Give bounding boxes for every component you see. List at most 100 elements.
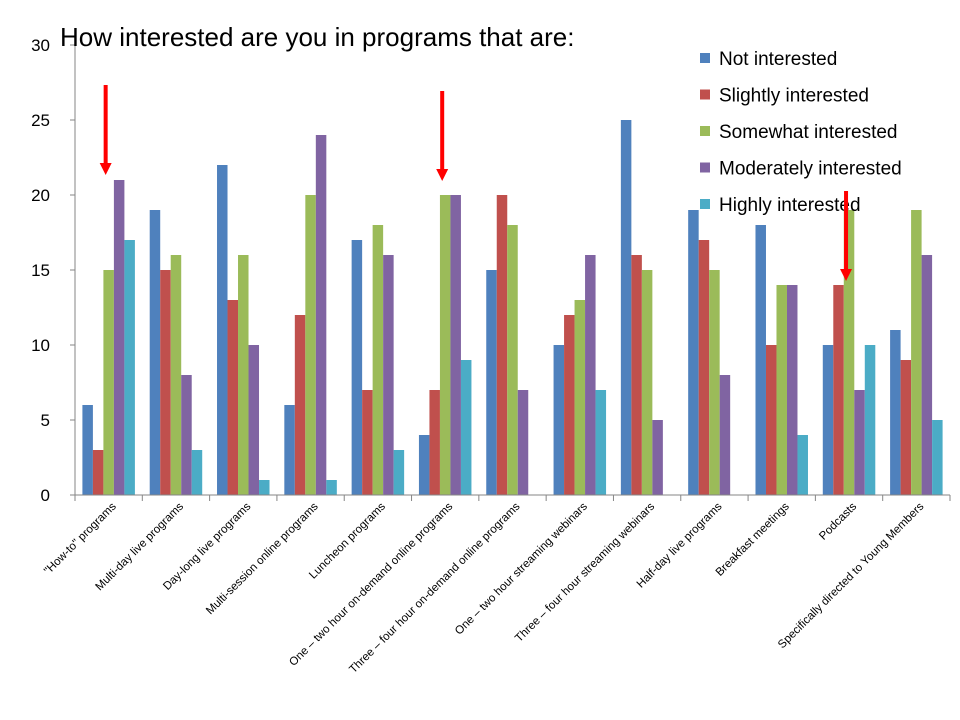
bar [383, 255, 394, 495]
bar [698, 240, 710, 495]
legend-swatch [700, 162, 710, 173]
bar [238, 255, 249, 495]
red-arrow [99, 85, 112, 175]
annotation-arrows [99, 85, 853, 281]
bar [439, 195, 451, 495]
y-tick-label: 0 [41, 486, 50, 505]
arrow-head [99, 163, 112, 175]
legend-label: Moderately interested [719, 159, 902, 180]
y-tick-labels: 0 5 10 15 20 25 30 [31, 36, 50, 505]
bar [351, 240, 363, 495]
x-category-label: Three – four hour streaming webinars [513, 500, 657, 644]
bar [149, 210, 161, 495]
bar [786, 285, 798, 495]
bar [553, 345, 565, 495]
bar [362, 390, 373, 495]
x-category-label: Breakfast meetings [714, 500, 792, 578]
y-tick-label: 30 [31, 36, 50, 55]
y-tick-label: 5 [41, 411, 50, 430]
bar [507, 225, 518, 495]
x-category-label: "How-to" programs [42, 500, 119, 577]
bar [103, 270, 114, 495]
y-tick-label: 10 [31, 336, 50, 355]
legend-swatch [700, 89, 710, 100]
legend-swatch [700, 53, 710, 63]
bar [797, 435, 808, 495]
bar [82, 405, 93, 495]
bar [517, 390, 529, 495]
bar [822, 345, 834, 495]
bar [460, 360, 472, 495]
bar [755, 225, 766, 495]
bar [315, 135, 327, 495]
bar [595, 390, 607, 495]
bar [911, 210, 922, 495]
bar [496, 195, 508, 495]
bar [92, 450, 104, 495]
y-tick-label: 15 [31, 261, 50, 280]
legend-label: Highly interested [719, 195, 861, 216]
bar [890, 330, 901, 495]
bar [450, 195, 461, 495]
bar [372, 225, 384, 495]
bar [620, 120, 632, 495]
bar [326, 480, 337, 495]
bar [652, 420, 663, 495]
bar [574, 300, 586, 495]
red-arrow [436, 91, 449, 181]
bar [688, 210, 699, 495]
x-category-label: Podcasts [817, 500, 859, 542]
legend-swatch [700, 199, 710, 209]
bar [833, 285, 844, 495]
x-category-label: One – two hour streaming webinars [453, 500, 590, 637]
bar [843, 210, 855, 495]
legend-swatch [700, 126, 710, 136]
arrow-head [840, 269, 853, 281]
axes-layer [70, 44, 951, 501]
bar [709, 270, 720, 495]
bar [418, 435, 430, 495]
bar [564, 315, 575, 495]
bar [719, 375, 731, 495]
bar [160, 270, 171, 495]
bar [776, 285, 787, 495]
legend-label: Slightly interested [719, 86, 869, 107]
bars-layer [82, 120, 943, 495]
bar [248, 345, 260, 495]
bar [921, 255, 933, 495]
x-category-label: Multi-session online programs [204, 500, 321, 617]
bar [217, 165, 228, 495]
y-tick-label: 20 [31, 186, 50, 205]
bar [124, 240, 135, 495]
bar [113, 180, 125, 495]
red-arrow [840, 191, 853, 281]
bar [170, 255, 182, 495]
bar [284, 405, 295, 495]
bar [294, 315, 306, 495]
bar [393, 450, 405, 495]
bar [191, 450, 203, 495]
bar [854, 390, 865, 495]
x-category-label: Specifically directed to Young Members [776, 500, 927, 651]
bar [429, 390, 440, 495]
bar [181, 375, 192, 495]
bar [641, 270, 653, 495]
bar [227, 300, 239, 495]
bar [631, 255, 642, 495]
bar [259, 480, 270, 495]
bar [765, 345, 777, 495]
bar [900, 360, 912, 495]
legend-label: Not interested [719, 49, 837, 70]
chart-title: How interested are you in programs that … [60, 22, 574, 52]
arrow-head [436, 169, 449, 181]
bar [585, 255, 596, 495]
bar [305, 195, 316, 495]
x-category-label: Luncheon programs [307, 500, 388, 581]
bar [864, 345, 876, 495]
bar [486, 270, 497, 495]
legend: Not interested Slightly interested Somewha… [700, 49, 902, 216]
legend-label: Somewhat interested [719, 122, 898, 143]
bar [932, 420, 943, 495]
